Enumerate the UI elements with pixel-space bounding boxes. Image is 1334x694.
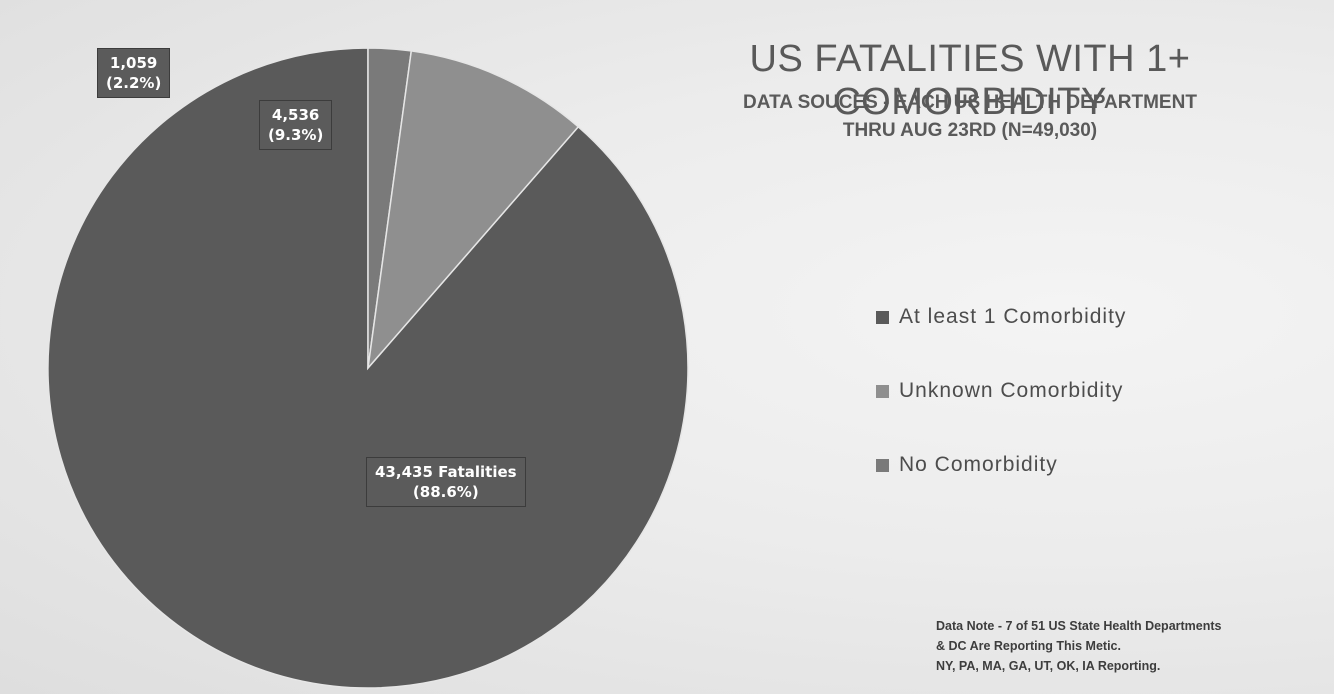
legend-label-none: No Comorbidity <box>899 453 1058 476</box>
data-note-line-1: Data Note - 7 of 51 US State Health Depa… <box>936 619 1222 633</box>
data-note-line-3: NY, PA, MA, GA, UT, OK, IA Reporting. <box>936 659 1161 673</box>
data-note: Data Note - 7 of 51 US State Health Depa… <box>936 616 1222 676</box>
chart-title: US FATALITIES WITH 1+ COMORBIDITY <box>749 38 1191 123</box>
legend-label-at-least-1: At least 1 Comorbidity <box>899 305 1127 328</box>
legend-item-none: No Comorbidity <box>876 428 1126 502</box>
legend-label-unknown: Unknown Comorbidity <box>899 379 1124 402</box>
slice-label-no-comorbidity: 1,059 (2.2%) <box>97 48 171 98</box>
chart-subtitle-line-2: THRU AUG 23RD (N=49,030) <box>842 120 1098 141</box>
legend-swatch-none <box>876 458 889 472</box>
data-note-line-2: & DC Are Reporting This Metic. <box>936 639 1121 653</box>
slice-label-at-least-1-value: 43,435 Fatalities <box>375 463 517 481</box>
legend-item-at-least-1: At least 1 Comorbidity <box>876 280 1126 354</box>
slice-label-at-least-1-percent: (88.6%) <box>412 483 479 501</box>
slice-label-at-least-1: 43,435 Fatalities (88.6%) <box>366 457 526 507</box>
legend-item-unknown: Unknown Comorbidity <box>876 354 1126 428</box>
chart-subtitle-line-1: DATA SOUCES - EACH US HEALTH DEPARTMENT <box>743 92 1197 113</box>
legend-swatch-unknown <box>876 384 889 398</box>
pie-slice-unknown-comorbidity <box>366 50 580 371</box>
slice-label-no-comorbidity-percent: (2.2%) <box>106 74 162 92</box>
legend: At least 1 Comorbidity Unknown Comorbidi… <box>876 280 1126 502</box>
slice-label-no-comorbidity-value: 1,059 <box>109 54 158 72</box>
slice-label-unknown-comorbidity-value: 4,536 <box>271 106 320 124</box>
legend-swatch-at-least-1 <box>876 310 889 324</box>
slice-label-unknown-comorbidity-percent: (9.3%) <box>268 126 324 144</box>
slice-label-unknown-comorbidity: 4,536 (9.3%) <box>259 100 333 150</box>
